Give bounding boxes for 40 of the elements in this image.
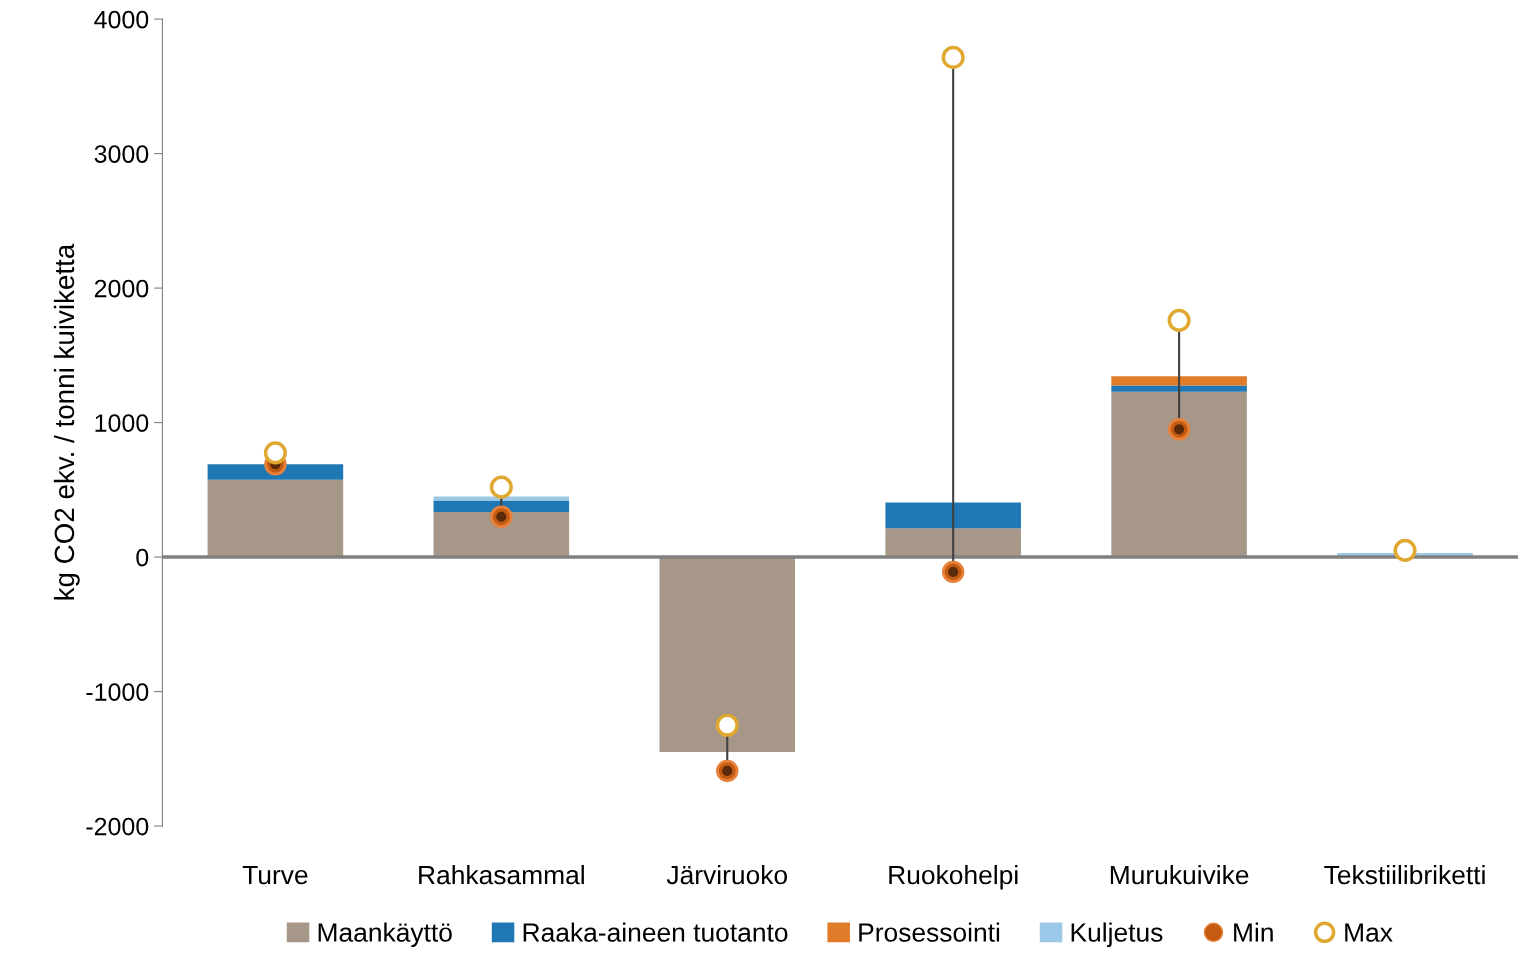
bar xyxy=(207,479,344,558)
bar xyxy=(659,557,796,753)
y-tick-label: 0 xyxy=(136,548,149,567)
legend-label: Min xyxy=(1234,922,1273,942)
point xyxy=(716,759,739,783)
point xyxy=(490,505,513,528)
y-tick-label: 2000 xyxy=(94,279,149,298)
x-tick-label: Järviruoko xyxy=(666,864,788,885)
x-tick-label: Ruokohelpi xyxy=(889,864,1018,890)
legend-label: Max xyxy=(1345,923,1393,942)
bar xyxy=(885,502,1021,529)
legend-label: Maankäyttö xyxy=(318,922,452,948)
point xyxy=(1393,538,1417,562)
x-tick-label: Murukuivike xyxy=(1110,864,1249,885)
legend-label: Prosessointi xyxy=(859,922,1000,942)
bar xyxy=(1111,376,1247,386)
y-axis-title: kg CO2 ekv. / tonni kuiviketta xyxy=(53,243,80,600)
y-tick-label: -2000 xyxy=(86,817,149,836)
bar xyxy=(885,528,1021,558)
point xyxy=(941,45,965,69)
y-tick-label: 3000 xyxy=(94,145,149,163)
legend-label: Raaka-aineen tuotanto xyxy=(523,922,788,942)
point xyxy=(1167,308,1191,332)
point xyxy=(263,441,287,465)
point xyxy=(1167,418,1191,441)
bar xyxy=(433,512,570,558)
legend-label: Kuljetus xyxy=(1071,922,1163,948)
bar xyxy=(207,464,344,480)
y-tick-label: 1000 xyxy=(95,414,149,432)
bar xyxy=(1111,385,1247,392)
bar xyxy=(1111,391,1247,558)
x-tick-label: Rahkasammal xyxy=(419,864,584,885)
point xyxy=(489,475,513,499)
y-tick-label: -1000 xyxy=(86,683,149,701)
y-tick-label: 4000 xyxy=(94,10,149,29)
x-tick-label: Tekstiilibriketti xyxy=(1324,864,1485,885)
x-tick-label: Turve xyxy=(242,865,308,885)
bar xyxy=(433,496,570,501)
point xyxy=(941,560,965,584)
point xyxy=(715,713,739,737)
